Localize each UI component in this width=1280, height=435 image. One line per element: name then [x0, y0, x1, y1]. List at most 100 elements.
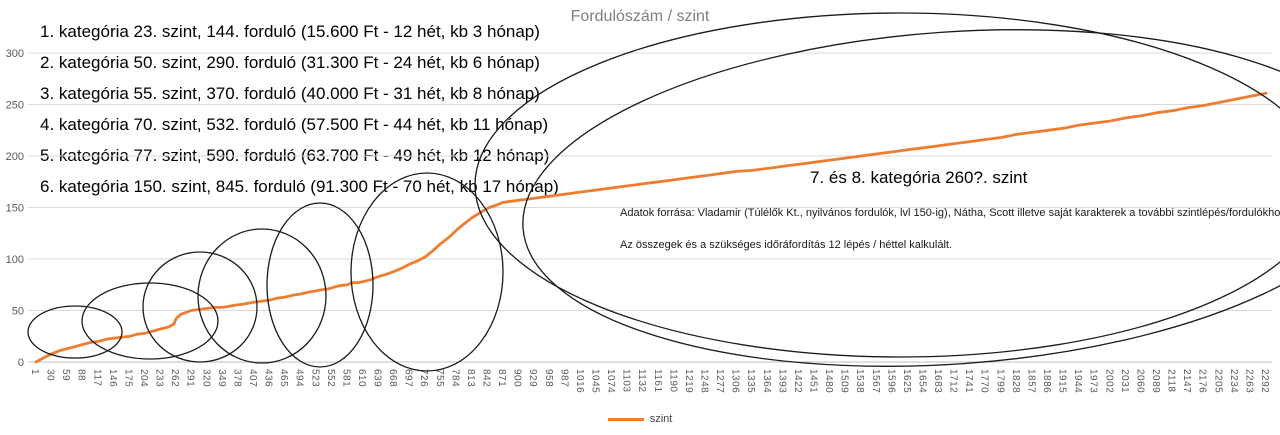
x-axis-tick-label: 88: [76, 369, 87, 381]
x-axis-tick-label: 204: [138, 369, 149, 387]
y-axis-tick-label: 50: [12, 306, 24, 318]
x-axis-tick-label: 639: [372, 369, 383, 387]
x-axis-tick-label: 1364: [761, 369, 772, 393]
x-axis-tick-label: 1770: [979, 369, 990, 393]
annotation-ellipse: [27, 305, 123, 359]
x-axis-tick-label: 1074: [605, 369, 616, 393]
x-axis-tick-label: 1480: [823, 369, 834, 393]
x-axis-tick-label: 1538: [854, 369, 865, 393]
x-axis-tick-label: 784: [449, 369, 460, 387]
x-axis-tick-label: 146: [107, 369, 118, 387]
x-axis-tick-label: 1654: [917, 369, 928, 393]
x-axis-tick-label: 1248: [699, 369, 710, 393]
x-axis-tick-label: 552: [325, 369, 336, 387]
future-categories-note: 7. és 8. kategória 260?. szint: [810, 168, 1028, 187]
x-axis-tick-label: 726: [418, 369, 429, 387]
y-axis-tick-label: 100: [6, 254, 24, 266]
x-axis-tick-label: 958: [543, 369, 554, 387]
category-annotation-line: 2. kategória 50. szint, 290. forduló (31…: [40, 53, 540, 72]
x-axis-tick-label: 755: [434, 369, 445, 387]
x-axis-tick-label: 1973: [1088, 369, 1099, 393]
x-axis-tick-label: 1944: [1072, 369, 1083, 393]
x-axis-tick-label: 59: [60, 369, 71, 381]
category-annotations: 1. kategória 23. szint, 144. forduló (15…: [40, 16, 559, 202]
x-axis-tick-label: 668: [387, 369, 398, 387]
annotation-ellipse: [266, 202, 374, 368]
y-axis-tick-label: 0: [18, 357, 24, 369]
x-axis-tick-label: 1422: [792, 369, 803, 393]
x-axis-tick-label: 1: [29, 369, 40, 375]
x-axis-tick-label: 407: [247, 369, 258, 387]
legend-label: szint: [649, 413, 673, 425]
x-axis-tick-label: 2176: [1197, 369, 1208, 393]
x-axis-tick-label: 494: [294, 369, 305, 387]
x-axis-tick-label: 320: [200, 369, 211, 387]
annotation-ellipse: [142, 251, 258, 363]
x-axis-tick-label: 871: [496, 369, 507, 387]
x-axis-tick-label: 262: [169, 369, 180, 387]
x-axis-tick-label: 465: [278, 369, 289, 387]
data-source-note: Adatok forrása: Vladamir (Túlélők Kt., n…: [620, 207, 1280, 219]
x-axis-tick-label: 2089: [1150, 369, 1161, 393]
category-annotation-line: 1. kategória 23. szint, 144. forduló (15…: [40, 22, 540, 41]
x-axis-tick-label: 1306: [730, 369, 741, 393]
x-axis-tick-label: 2002: [1103, 369, 1114, 393]
x-axis-tick-label: 349: [216, 369, 227, 387]
y-axis-tick-label: 300: [6, 48, 24, 60]
x-axis-tick-label: 1132: [636, 369, 647, 393]
x-axis-tick-label: 2060: [1134, 369, 1145, 393]
x-axis-tick-label: 117: [91, 369, 102, 386]
x-axis-tick-label: 1016: [574, 369, 585, 393]
x-axis-tick-label: 2205: [1212, 369, 1223, 393]
x-axis-tick-label: 1857: [1026, 369, 1037, 393]
legend-line-swatch: [607, 417, 644, 421]
category-annotation-line: 4. kategória 70. szint, 532. forduló (57…: [40, 115, 549, 134]
x-axis-tick-label: 291: [185, 369, 196, 387]
x-axis-tick-label: 436: [263, 369, 274, 387]
x-axis-tick-label: 233: [154, 369, 165, 387]
category-annotation-line: 5. kategória 77. szint, 590. forduló (63…: [40, 146, 550, 165]
x-axis-tick-label: 30: [45, 369, 56, 381]
x-axis-tick-label: 1161: [652, 369, 663, 393]
annotation-ellipse: [350, 172, 504, 372]
calculation-note: Az összegek és a szükséges időráfordítás…: [620, 239, 953, 251]
x-axis-tick-label: 1219: [683, 369, 694, 393]
x-axis-tick-label: 581: [340, 369, 351, 387]
x-axis-tick-label: 2234: [1228, 369, 1239, 393]
category-annotation-line: 3. kategória 55. szint, 370. forduló (40…: [40, 84, 540, 103]
x-axis-tick-label: 987: [558, 369, 569, 387]
x-axis-tick-label: 2263: [1243, 369, 1254, 393]
x-axis-tick-label: 1335: [745, 369, 756, 393]
x-axis-tick-label: 1103: [621, 369, 632, 393]
x-axis-tick-label: 900: [512, 369, 523, 387]
y-axis-tick-label: 150: [6, 203, 24, 215]
x-axis-tick-label: 1045: [590, 369, 601, 393]
x-axis-tick-label: 378: [231, 369, 242, 387]
x-axis-tick-label: 929: [527, 369, 538, 387]
x-axis-tick-label: 523: [309, 369, 320, 387]
y-axis-tick-label: 200: [6, 151, 24, 163]
x-axis-tick-label: 1828: [1010, 369, 1021, 393]
y-axis-tick-label: 250: [6, 100, 24, 112]
x-axis-tick-label: 2118: [1166, 369, 1177, 393]
x-axis-tick-label: 1886: [1041, 369, 1052, 393]
x-axis-tick-label: 1741: [963, 369, 974, 393]
annotation-ellipse: [522, 29, 1280, 367]
x-axis-tick-label: 1509: [839, 369, 850, 393]
x-axis-tick-label: 2292: [1259, 369, 1270, 393]
x-axis-tick-label: 1393: [776, 369, 787, 393]
x-axis-tick-label: 1712: [948, 369, 959, 393]
legend: szint: [0, 413, 1280, 425]
x-axis-tick-label: 2147: [1181, 369, 1192, 393]
x-axis-tick-label: 1277: [714, 369, 725, 393]
x-axis-tick-label: 813: [465, 369, 476, 387]
x-axis-tick-label: 1567: [870, 369, 881, 393]
x-axis-tick-label: 1451: [808, 369, 819, 393]
x-axis-tick-label: 2031: [1119, 369, 1130, 393]
x-axis-tick-label: 1915: [1057, 369, 1068, 393]
x-axis-tick-label: 175: [122, 369, 133, 387]
annotation-ellipse: [81, 282, 219, 360]
x-axis-tick-label: 1799: [994, 369, 1005, 393]
x-axis-tick-label: 842: [481, 369, 492, 387]
